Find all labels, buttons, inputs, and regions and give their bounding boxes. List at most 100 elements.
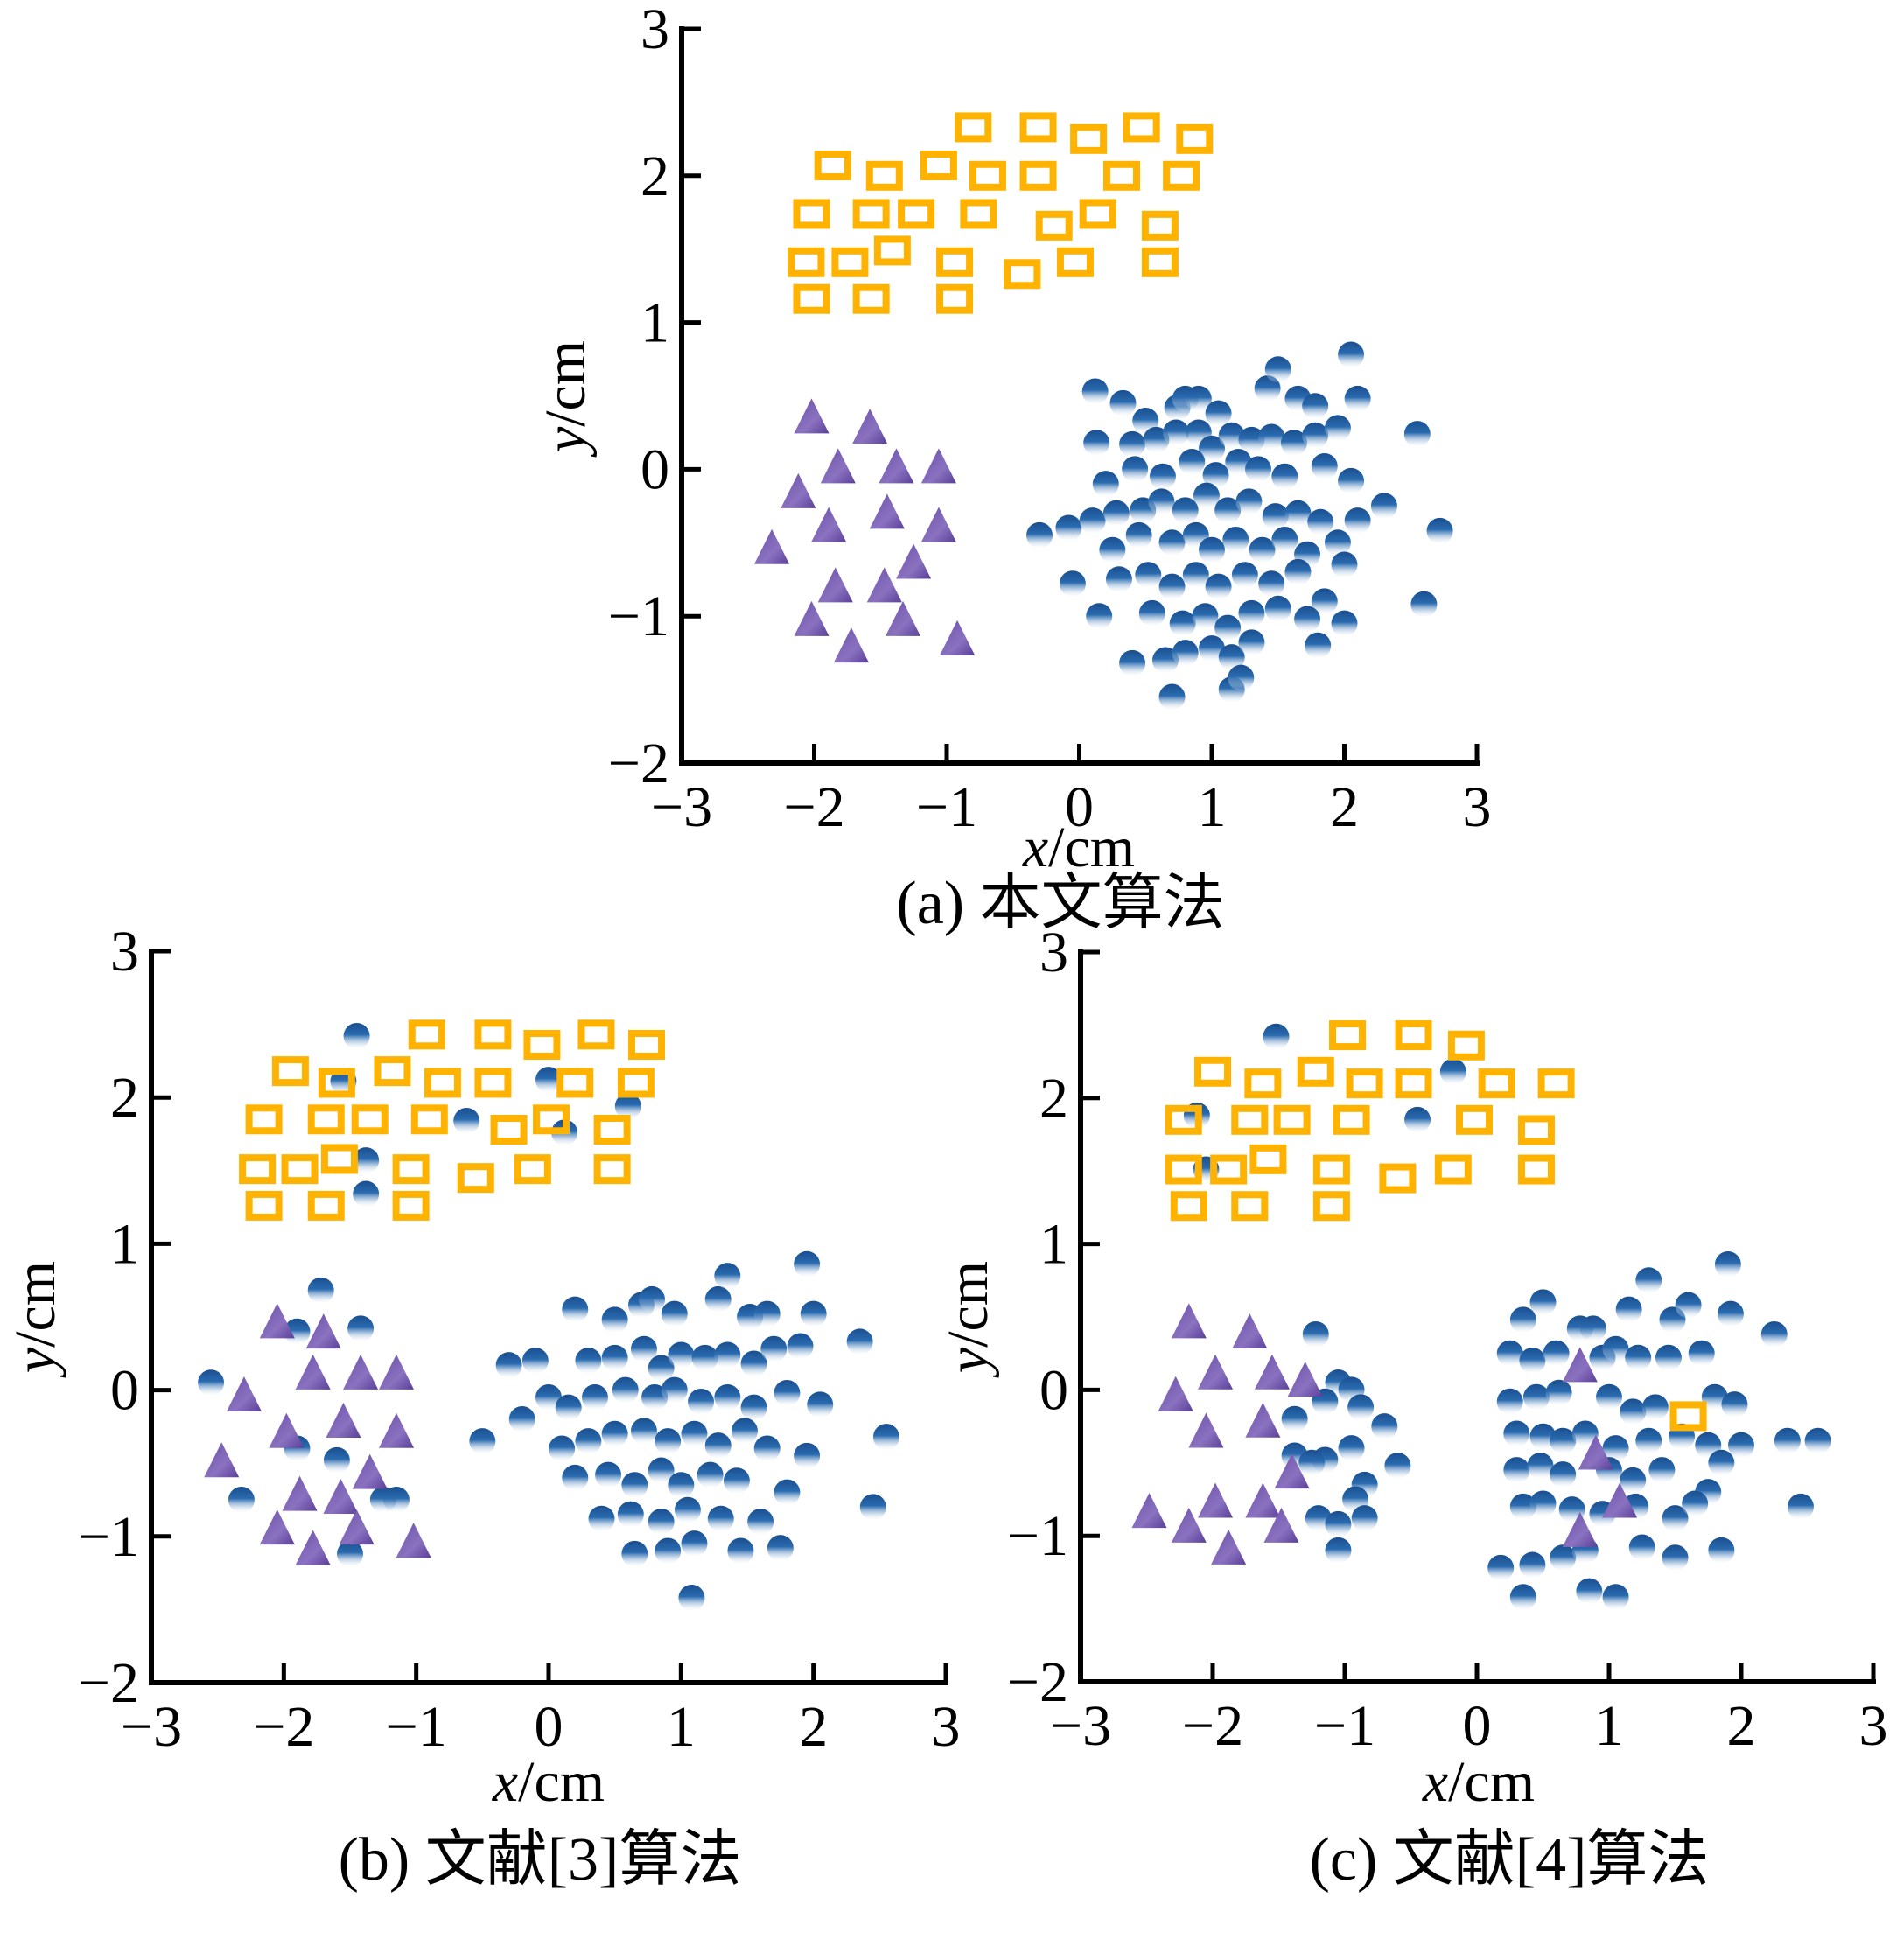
triangle-point	[204, 1442, 240, 1478]
circle-point	[1026, 522, 1054, 549]
circle-point	[1324, 529, 1351, 556]
circle-point	[1218, 644, 1245, 671]
triangle-point	[1188, 1412, 1224, 1448]
circle-point	[601, 1306, 628, 1334]
x-tick-label: 2	[1330, 775, 1359, 839]
square-point	[852, 199, 890, 229]
circle-point	[747, 1508, 774, 1536]
circle-point	[1371, 1413, 1398, 1440]
circle-point	[1596, 1383, 1622, 1410]
circle-point	[621, 1472, 648, 1499]
circle-point	[681, 1530, 708, 1558]
circle-point	[1701, 1383, 1728, 1410]
circle-point	[1496, 1340, 1523, 1367]
circle-point	[1172, 640, 1199, 667]
circle-point	[382, 1487, 410, 1513]
circle-point	[1714, 1250, 1741, 1278]
circle-point	[1410, 591, 1438, 618]
circle-point	[1384, 1452, 1411, 1480]
y-tick-label: 3	[640, 0, 669, 61]
circle-point	[1199, 435, 1225, 462]
circle-point	[1628, 1534, 1656, 1561]
triangle-point	[866, 567, 902, 603]
circle-point	[774, 1379, 801, 1406]
circle-point	[1527, 1452, 1554, 1480]
circle-point	[1602, 1335, 1629, 1362]
circle-point	[522, 1348, 549, 1375]
x-tick-label: 0	[535, 1695, 564, 1759]
square-point	[1019, 160, 1057, 191]
circle-point	[1122, 456, 1149, 483]
circle-point	[1218, 422, 1245, 449]
square-point	[1434, 1154, 1472, 1185]
circle-point	[1804, 1427, 1831, 1454]
circle-point	[1281, 1405, 1308, 1432]
square-point	[865, 160, 903, 191]
y-tick-label: 1	[640, 291, 669, 355]
circle-point	[453, 1107, 480, 1134]
circle-point	[1119, 649, 1146, 676]
circle-point	[1572, 1420, 1599, 1447]
square-point	[920, 150, 957, 181]
circle-point	[1620, 1398, 1647, 1425]
circle-point	[1214, 614, 1242, 641]
triangle-point	[378, 1354, 414, 1390]
circle-point	[674, 1496, 701, 1523]
square-point	[523, 1030, 561, 1060]
circle-point	[1331, 551, 1358, 578]
triangle-point	[780, 472, 816, 508]
circle-point	[1284, 558, 1312, 585]
x-axis-label-c: x/cm	[1422, 1750, 1535, 1814]
x-tick-label: 2	[799, 1695, 828, 1759]
triangle-point	[1602, 1482, 1638, 1518]
circle-point	[1509, 1584, 1536, 1611]
square-point	[1210, 1154, 1248, 1185]
square-point	[474, 1019, 512, 1050]
circle-point	[678, 1585, 705, 1612]
triangle-point	[833, 627, 869, 663]
circle-point	[1138, 599, 1166, 626]
square-point	[1035, 210, 1073, 241]
y-tick-label: −1	[78, 1505, 139, 1569]
square-point	[969, 160, 1006, 191]
circle-point	[648, 1508, 675, 1536]
square-point	[960, 199, 998, 229]
circle-point	[787, 1333, 814, 1360]
circle-point	[1158, 683, 1186, 710]
circle-point	[1105, 566, 1132, 593]
circle-point	[753, 1300, 780, 1327]
circle-point	[562, 1464, 589, 1491]
circle-point	[1163, 419, 1190, 446]
square-point	[852, 284, 890, 314]
x-tick-label: 3	[932, 1695, 961, 1759]
circle-point	[1348, 1394, 1375, 1421]
circle-point	[1086, 603, 1113, 630]
x-tick-label: −2	[783, 775, 844, 839]
circle-point	[228, 1487, 255, 1513]
circle-point	[1503, 1420, 1530, 1447]
circle-point	[1519, 1551, 1546, 1578]
x-tick-label: −1	[1314, 1694, 1376, 1758]
circle-point	[1522, 1383, 1550, 1410]
square-point	[1329, 1020, 1367, 1051]
circle-point	[1202, 462, 1229, 489]
square-point	[1070, 123, 1108, 154]
square-point	[831, 247, 869, 277]
triangle-point	[1264, 1507, 1299, 1543]
square-point	[1379, 1163, 1417, 1194]
square-point	[307, 1190, 345, 1221]
circle-point	[1238, 426, 1265, 453]
circle-point	[1182, 562, 1209, 589]
square-point	[1333, 1104, 1370, 1135]
square-point	[814, 150, 851, 181]
circle-point	[343, 1022, 370, 1049]
triangle-point	[295, 1354, 331, 1390]
circle-point	[1280, 430, 1307, 457]
circle-point	[1648, 1457, 1676, 1484]
y-tick-label: −2	[608, 732, 669, 795]
square-point	[1165, 1104, 1202, 1135]
